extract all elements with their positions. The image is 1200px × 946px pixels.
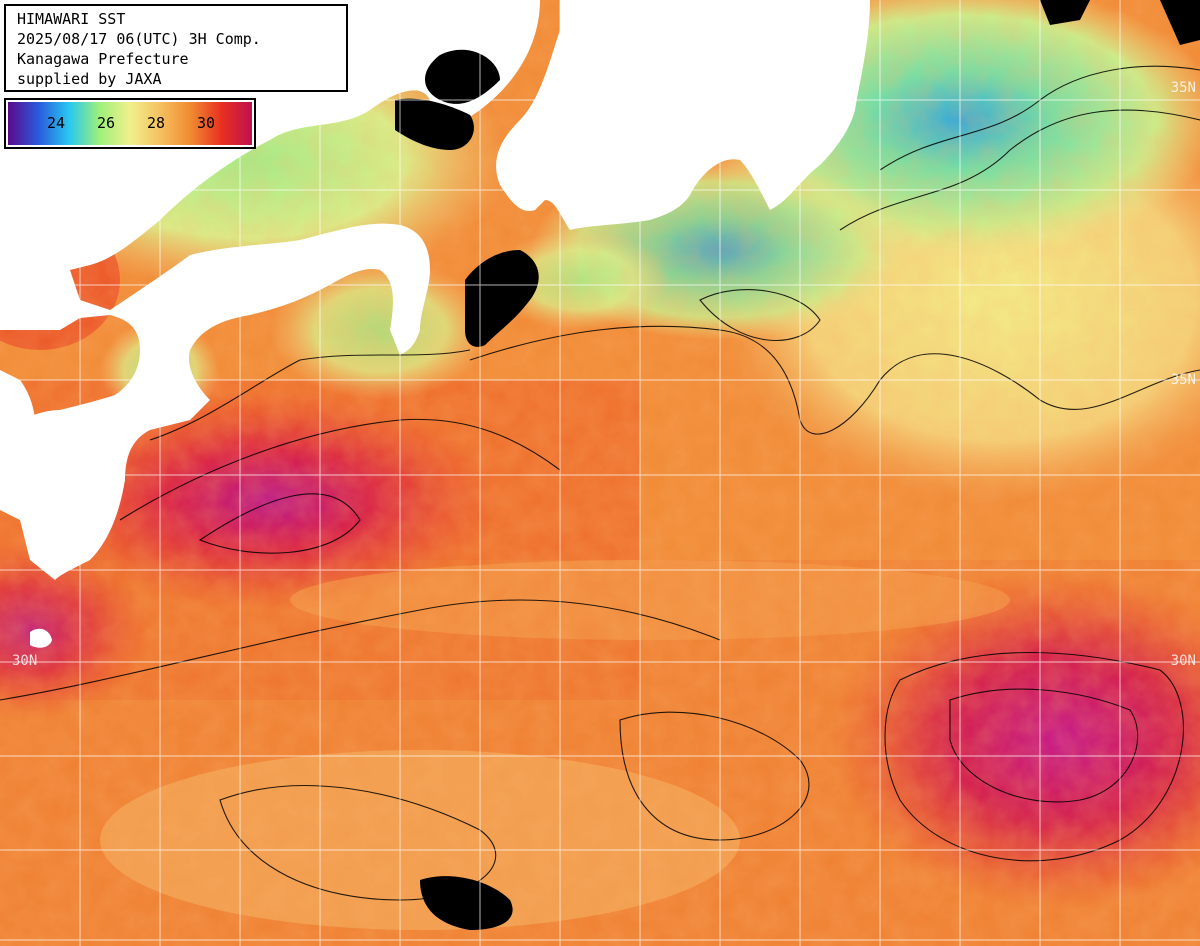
map-title-box: HIMAWARI SST 2025/08/17 06(UTC) 3H Comp.…	[4, 4, 348, 92]
land-kyushu	[0, 370, 36, 470]
contour-30-west-inner	[198, 493, 361, 554]
land-central-japan	[496, 0, 870, 230]
color-scale-legend: 24 26 28 30	[4, 98, 256, 149]
nodata-northeast-2	[1160, 0, 1200, 45]
title-product: HIMAWARI SST	[17, 10, 126, 28]
legend-tick-24: 24	[47, 114, 66, 132]
land-small-island	[30, 628, 52, 648]
latitude-label-right-30n: 30N	[1170, 653, 1196, 669]
isotherm-contours	[0, 65, 1200, 901]
contour-30-west	[119, 418, 561, 521]
latitude-label-left-30n: 30N	[12, 653, 38, 669]
contour-29-southeast	[619, 711, 810, 841]
contour-29-mid	[0, 599, 721, 701]
legend-tick-26: 26	[97, 114, 116, 132]
nodata-south	[420, 876, 513, 930]
nodata-northeast-1	[1040, 0, 1090, 25]
contour-28-coast	[149, 349, 471, 441]
latitude-label-right-35n: 35N	[1170, 80, 1196, 96]
latitude-label-right-35n-lower: 35N	[1170, 372, 1196, 388]
contour-30-southeast	[884, 652, 1184, 862]
title-credit: supplied by JAXA	[17, 70, 162, 88]
nodata-north-coast	[425, 49, 500, 104]
contour-31-southeast	[949, 688, 1139, 803]
nodata-kii-coast	[465, 250, 539, 347]
title-datetime: 2025/08/17 06(UTC) 3H Comp.	[17, 30, 261, 48]
contour-29-north	[469, 325, 1200, 435]
legend-tick-30: 30	[197, 114, 216, 132]
color-scale-bar	[8, 102, 252, 145]
legend-tick-28: 28	[147, 114, 166, 132]
contour-28-northeast	[699, 289, 821, 341]
title-prefecture: Kanagawa Prefecture	[17, 50, 189, 68]
nodata	[395, 0, 1200, 930]
nodata-inland-sea	[395, 98, 474, 150]
contour-29-south	[219, 785, 497, 901]
contour-28-east	[839, 109, 1200, 231]
